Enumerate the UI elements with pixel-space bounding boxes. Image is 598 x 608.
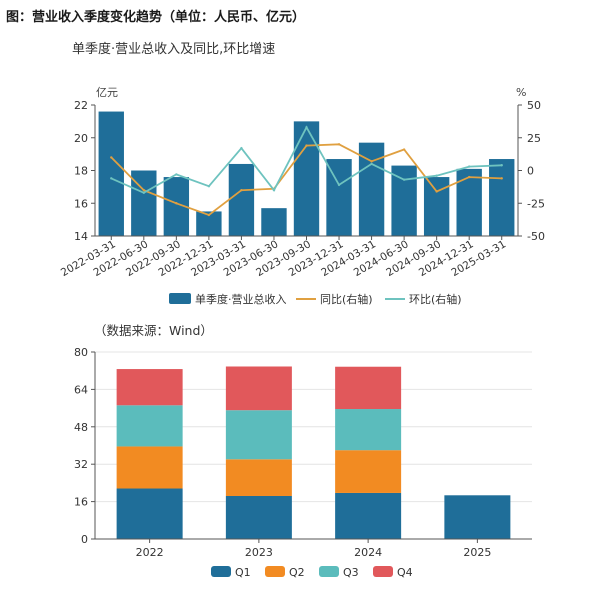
right-tick-label: 0 [527,165,534,178]
source-note: （数据来源：Wind） [94,323,213,338]
right-tick-label: -50 [527,230,545,243]
stacked-bar-q1 [444,495,511,539]
y-tick-label: 64 [74,383,88,396]
qoq-point [370,162,373,166]
stacked-bar-q1 [335,492,402,539]
right-tick-label: 50 [527,99,541,112]
yoy-point [175,202,178,205]
qoq-point [305,126,308,129]
stacked-bar-q2 [335,450,402,493]
stacked-bar-q2 [116,446,183,489]
yoy-point [435,190,438,193]
legend-label-q3: Q3 [343,566,359,579]
left-tick-label: 20 [74,132,88,145]
legend-swatch-q2 [265,566,285,577]
qoq-point [402,178,406,181]
qoq-point [435,174,438,177]
yoy-point [142,188,146,192]
stacked-bar-q1 [116,488,183,539]
legend-swatch-q1 [211,566,231,577]
yoy-point [370,160,373,163]
legend-swatch-revenue [169,293,191,304]
yoy-point [110,156,113,159]
revenue-bar [391,165,417,236]
x-tick-label: 2023 [245,546,273,559]
legend-label-yoy: 同比(右轴) [320,292,373,306]
stacked-bar-q4 [116,369,183,406]
yoy-point [402,148,406,151]
stacked-bar-q4 [335,366,402,410]
legend-label-q4: Q4 [397,566,413,579]
qoq-point [175,173,178,176]
qoq-point [467,165,471,168]
revenue-bar [326,159,352,236]
y-tick-label: 32 [74,458,88,471]
revenue-bar [489,159,515,236]
yoy-point [337,143,341,146]
x-tick-label: 2022 [136,546,164,559]
qoq-point [337,183,341,187]
left-tick-label: 14 [74,230,88,243]
qoq-point [207,185,211,188]
stacked-bar-q3 [116,405,183,447]
right-unit-label: % [516,86,526,99]
y-tick-label: 16 [74,496,88,509]
revenue-bar [228,163,255,236]
y-tick-label: 0 [81,533,88,546]
revenue-bar [293,121,320,236]
legend-swatch-q3 [319,566,339,577]
y-tick-label: 80 [74,346,88,359]
y-tick-label: 48 [74,421,88,434]
yoy-point [305,144,308,147]
figure-title: 图：营业收入季度变化趋势（单位：人民币、亿元） [6,10,306,25]
qoq-point [500,164,503,167]
left-tick-label: 22 [74,99,88,112]
revenue-bar [423,177,450,236]
right-tick-label: 25 [527,132,541,145]
left-tick-label: 18 [74,165,88,178]
qoq-point [240,147,243,150]
legend-swatch-q4 [373,566,393,577]
stacked-bar-q2 [225,459,292,496]
qoq-point [272,188,276,192]
stacked-bar-q4 [225,366,292,411]
left-unit-label: 亿元 [96,86,118,99]
legend-label-q1: Q1 [235,566,251,579]
revenue-bar [456,168,482,236]
stacked-bar-q3 [225,410,292,460]
yoy-point [207,213,211,217]
x-tick-label: 2025 [463,546,491,559]
revenue-bar [98,111,124,236]
stacked-bar-q3 [335,409,402,451]
stacked-bar-q1 [225,495,292,539]
yoy-point [500,177,503,180]
yoy-point [467,175,471,179]
revenue-bar [261,208,287,236]
qoq-point [142,191,146,194]
yoy-point [240,188,243,192]
left-tick-label: 16 [74,197,88,210]
x-tick-label: 2024 [354,546,382,559]
legend-label-qoq: 环比(右轴) [409,292,462,306]
legend-label-q2: Q2 [289,566,305,579]
legend-label-revenue: 单季度·营业总收入 [195,292,287,306]
chart1-title: 单季度·营业总收入及同比,环比增速 [72,42,276,57]
right-tick-label: -25 [527,197,545,210]
qoq-point [110,177,113,180]
